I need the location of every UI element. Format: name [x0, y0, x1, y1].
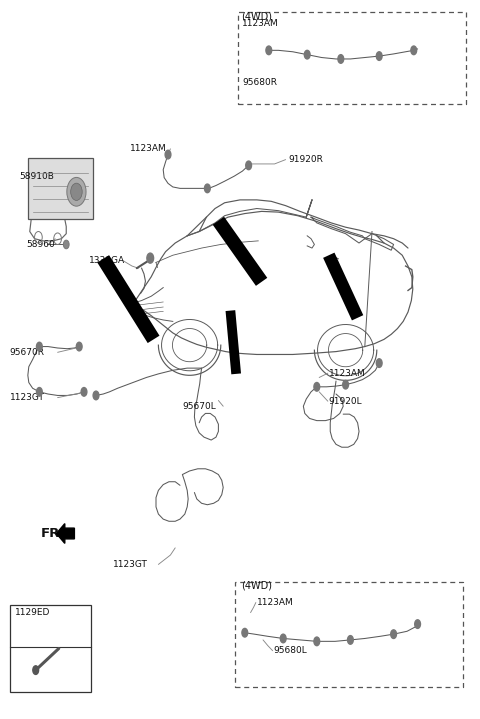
- Circle shape: [242, 628, 248, 637]
- Circle shape: [33, 666, 38, 674]
- Circle shape: [36, 388, 42, 396]
- Circle shape: [67, 178, 86, 206]
- Circle shape: [314, 637, 320, 646]
- Bar: [235, 582, 463, 687]
- Text: (4WD): (4WD): [241, 12, 273, 22]
- Circle shape: [376, 52, 382, 60]
- Circle shape: [76, 342, 82, 351]
- Text: 1123GT: 1123GT: [10, 393, 45, 402]
- Circle shape: [338, 55, 344, 63]
- Circle shape: [246, 161, 252, 170]
- Text: 1129ED: 1129ED: [15, 608, 51, 617]
- Circle shape: [266, 46, 272, 55]
- Circle shape: [147, 253, 154, 263]
- Circle shape: [93, 391, 99, 400]
- Circle shape: [71, 183, 82, 201]
- Text: 95670L: 95670L: [182, 402, 216, 411]
- Circle shape: [415, 620, 420, 628]
- Circle shape: [304, 50, 310, 59]
- Circle shape: [314, 383, 320, 391]
- Circle shape: [36, 342, 42, 351]
- Text: FR.: FR.: [41, 527, 66, 540]
- Text: 58910B: 58910B: [19, 172, 54, 180]
- Circle shape: [411, 46, 417, 55]
- Circle shape: [391, 630, 396, 638]
- Text: 95680R: 95680R: [242, 78, 277, 87]
- Bar: [28, 158, 93, 219]
- Circle shape: [280, 634, 286, 643]
- Text: 1123GT: 1123GT: [113, 560, 148, 569]
- Text: 1123AM: 1123AM: [130, 145, 167, 153]
- Circle shape: [81, 388, 87, 396]
- Text: 91920L: 91920L: [329, 397, 362, 406]
- Circle shape: [63, 240, 69, 249]
- Text: (4WD): (4WD): [241, 581, 273, 591]
- Text: 95680L: 95680L: [274, 646, 307, 655]
- Circle shape: [165, 150, 171, 159]
- Circle shape: [376, 359, 382, 367]
- Text: 1339GA: 1339GA: [89, 256, 125, 265]
- Circle shape: [204, 184, 210, 193]
- Text: 95670R: 95670R: [10, 348, 45, 357]
- Text: 1123AM: 1123AM: [329, 369, 366, 377]
- Circle shape: [343, 380, 348, 389]
- Text: 1123AM: 1123AM: [242, 19, 279, 28]
- Text: 58960: 58960: [26, 240, 55, 249]
- Text: 1123AM: 1123AM: [257, 598, 294, 607]
- Bar: [10, 605, 91, 692]
- Bar: [238, 12, 466, 104]
- Text: 91920R: 91920R: [288, 155, 323, 164]
- Polygon shape: [57, 523, 74, 544]
- Circle shape: [348, 636, 353, 644]
